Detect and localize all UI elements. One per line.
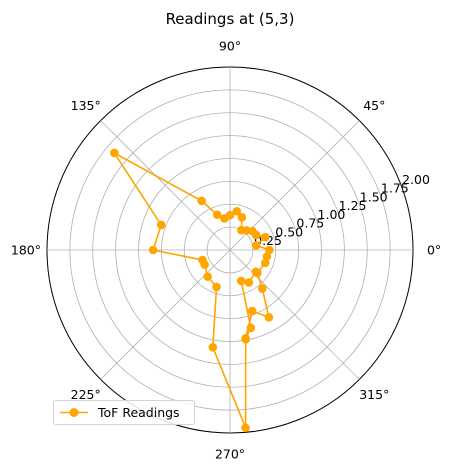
data-point (157, 221, 166, 230)
theta-tick-label: 45° (363, 98, 385, 113)
data-point (247, 323, 256, 332)
series-toF-readings (110, 149, 274, 432)
series-line (114, 153, 269, 428)
legend-line-marker (56, 401, 96, 424)
data-point (241, 423, 250, 432)
data-point (212, 283, 221, 292)
data-point (265, 246, 274, 255)
data-point (197, 197, 206, 206)
theta-grid-line (101, 121, 230, 250)
data-point (261, 233, 270, 242)
data-point (237, 226, 246, 235)
data-point (110, 149, 119, 158)
data-point (200, 260, 209, 269)
data-point (149, 246, 158, 255)
theta-tick-label: 0° (427, 243, 441, 258)
theta-grid-line (101, 250, 230, 379)
data-point (213, 210, 222, 219)
data-point (237, 277, 246, 286)
data-point (265, 313, 274, 322)
data-point (244, 278, 253, 287)
data-point (258, 284, 267, 293)
r-tick-label: 2.00 (402, 172, 430, 187)
theta-tick-label: 270° (215, 447, 245, 462)
polar-grid (47, 67, 413, 433)
theta-tick-label: 135° (71, 98, 101, 113)
legend: ToF Readings (53, 400, 195, 425)
theta-tick-label: 180° (11, 243, 41, 258)
theta-tick-label: 90° (219, 38, 241, 53)
theta-grid-line (230, 250, 359, 379)
data-point (248, 307, 257, 316)
data-point (241, 335, 250, 344)
r-tick-labels: 0.250.500.751.001.251.501.752.00 (254, 172, 430, 248)
theta-tick-label: 315° (359, 387, 389, 402)
data-point (252, 241, 261, 250)
data-point (209, 343, 218, 352)
data-point (203, 272, 212, 281)
data-point (220, 214, 229, 223)
chart-title: Readings at (5,3) (166, 10, 295, 28)
data-point (252, 267, 261, 276)
legend-label: ToF Readings (98, 405, 180, 420)
